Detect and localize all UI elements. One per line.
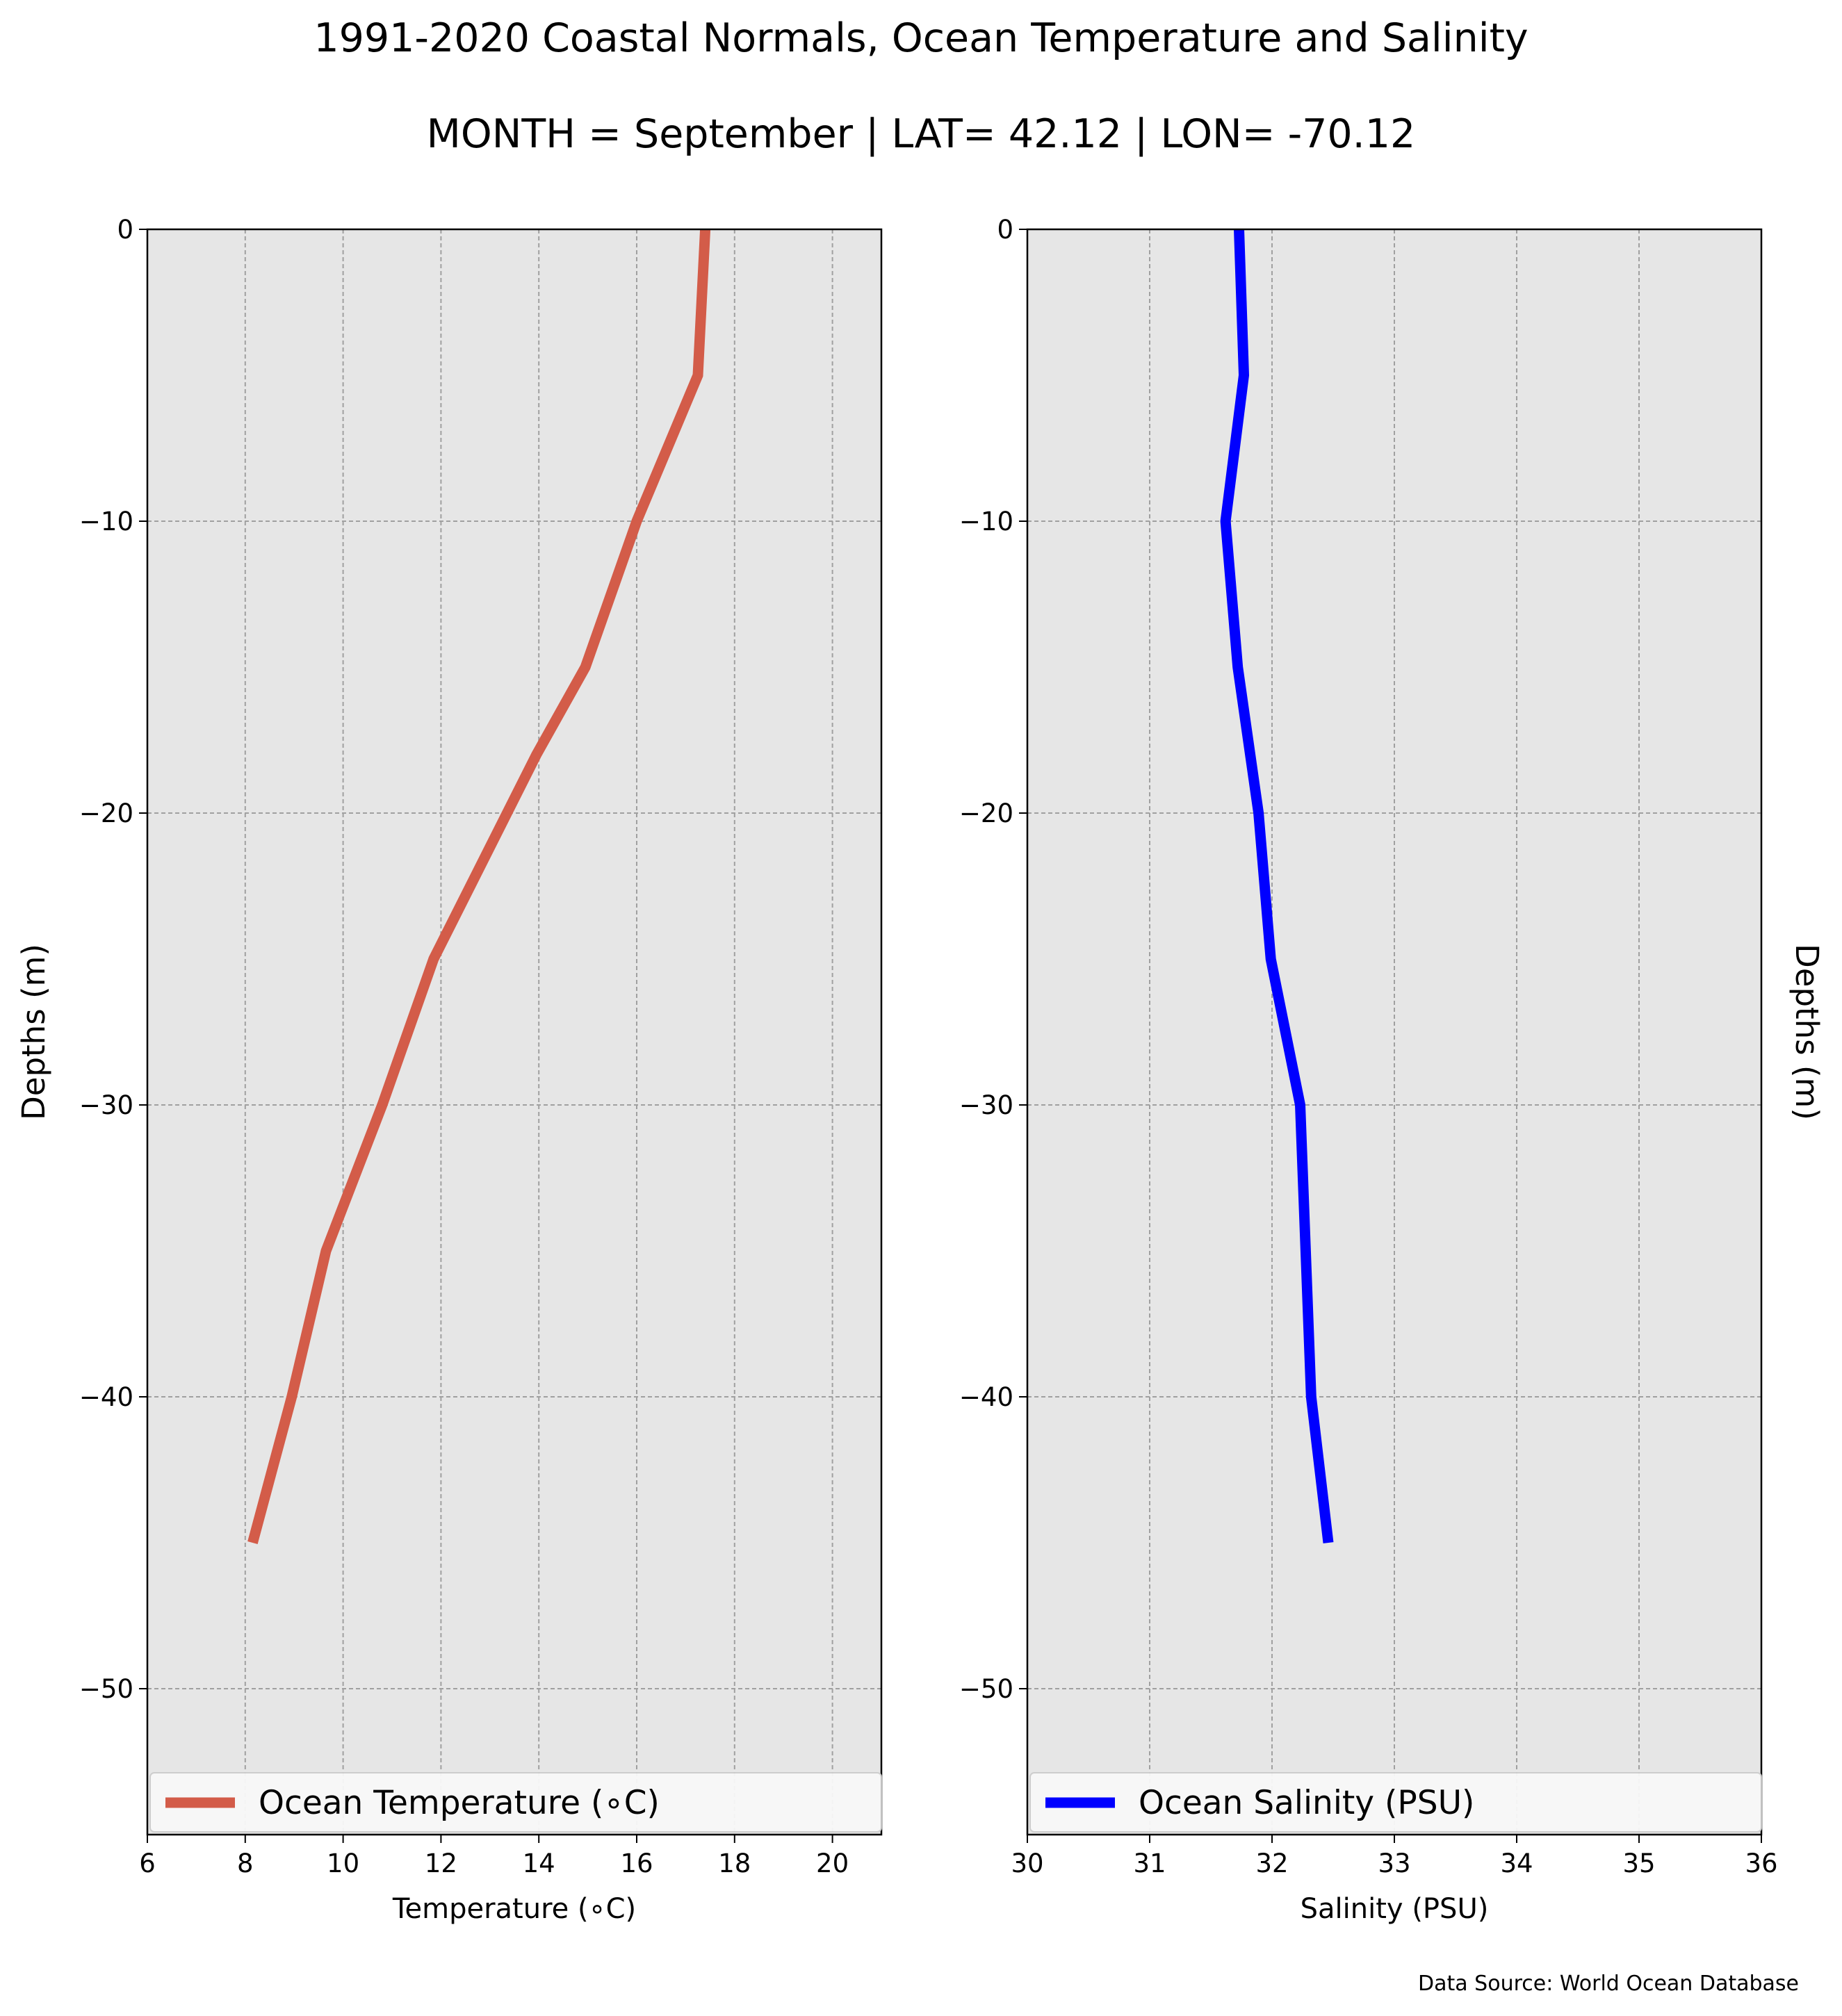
legend: Ocean Salinity (PSU)	[1029, 1772, 1762, 1833]
chart-subtitle: MONTH = September | LAT= 42.12 | LON= -7…	[427, 111, 1416, 157]
y-tick-label: −40	[959, 1382, 1013, 1412]
x-tick-label: 31	[1133, 1849, 1166, 1878]
x-tick-label: 33	[1378, 1849, 1410, 1878]
x-tick-label: 20	[816, 1849, 849, 1878]
x-tick-label: 36	[1745, 1849, 1777, 1878]
y-tick-label: −30	[959, 1090, 1013, 1120]
x-tick-label: 16	[620, 1849, 653, 1878]
x-tick-label: 35	[1622, 1849, 1655, 1878]
y-axis-label: Depths (m)	[1788, 944, 1825, 1120]
x-tick-label: 18	[718, 1849, 751, 1878]
axes-frame	[1026, 228, 1763, 1836]
series-line	[1220, 229, 1334, 1543]
data-source-note: Data Source: World Ocean Database	[1418, 1972, 1799, 1996]
x-tick-label: 12	[425, 1849, 457, 1878]
x-tick-label: 32	[1255, 1849, 1288, 1878]
y-tick-label: 0	[117, 215, 133, 245]
panel-2: 30 31 32 33 34 35 36 0 −10 −20 −30 −40 −50 Ocean Sali…	[959, 215, 1825, 1925]
panel-1: 6 8 10 12 14 16 18 20 0 −10 −20 −30 −40 −50 Ocean Temp…	[15, 215, 883, 1925]
chart-title: 1991-2020 Coastal Normals, Ocean Tempera…	[313, 15, 1528, 61]
x-axis-label: Temperature (∘C)	[392, 1893, 636, 1925]
x-tick-label: 6	[139, 1849, 156, 1878]
y-axis-label: Depths (m)	[15, 944, 52, 1120]
series-line	[247, 229, 711, 1544]
legend-label: Ocean Temperature (∘C)	[259, 1784, 660, 1822]
x-axis-label: Salinity (PSU)	[1301, 1893, 1489, 1925]
y-tick-label: −50	[959, 1674, 1013, 1704]
x-tick-label: 14	[523, 1849, 555, 1878]
y-tick-label: 0	[997, 215, 1013, 245]
plot-background	[147, 229, 881, 1835]
x-tick-label: 10	[327, 1849, 359, 1878]
y-tick-label: −10	[79, 507, 133, 536]
y-tick-label: −40	[79, 1382, 133, 1412]
x-tick-label: 8	[237, 1849, 254, 1878]
y-tick-label: −20	[959, 798, 1013, 828]
x-tick-label: 34	[1500, 1849, 1533, 1878]
plot-panels: 6 8 10 12 14 16 18 20 0 −10 −20 −30 −40 −50 Ocean Temp…	[15, 215, 1825, 1925]
x-tick-label: 30	[1011, 1849, 1043, 1878]
axes-frame	[146, 228, 883, 1836]
legend-label: Ocean Salinity (PSU)	[1139, 1784, 1474, 1822]
y-tick-label: −30	[79, 1090, 133, 1120]
y-tick-label: −20	[79, 798, 133, 828]
legend-box	[1029, 1772, 1762, 1833]
y-tick-label: −50	[79, 1674, 133, 1704]
legend: Ocean Temperature (∘C)	[149, 1772, 882, 1833]
y-tick-label: −10	[959, 507, 1013, 536]
legend-box	[149, 1772, 882, 1833]
